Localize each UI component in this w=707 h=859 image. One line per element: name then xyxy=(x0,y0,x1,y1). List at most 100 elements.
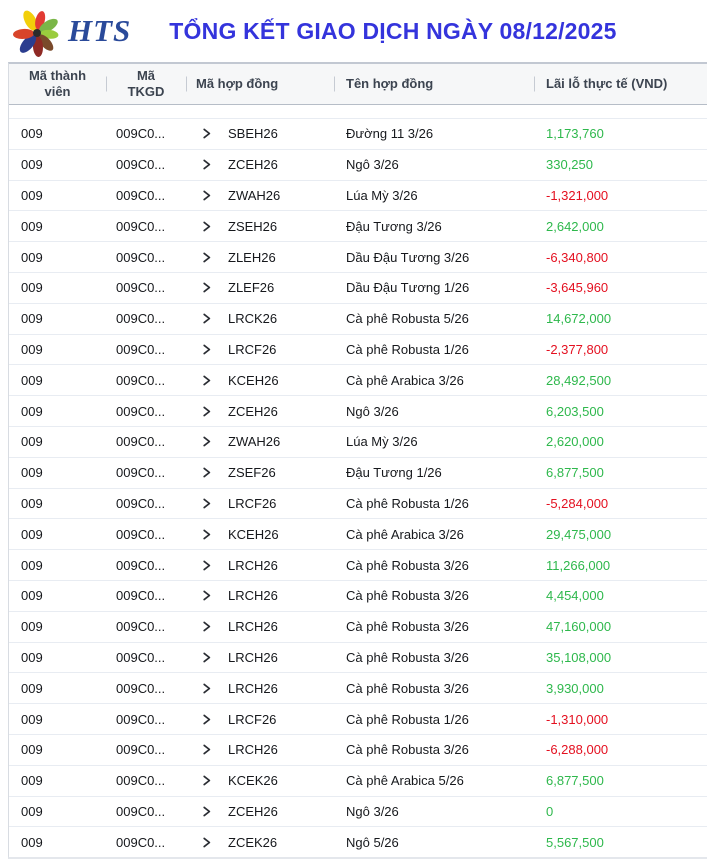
contract-code-cell: ZCEK26 xyxy=(228,834,278,850)
contract-name-cell: Cà phê Robusta 3/26 xyxy=(346,742,469,758)
contract-code-cell: ZCEH26 xyxy=(228,157,278,173)
member-cell: 009 xyxy=(21,372,43,388)
expand-chevron-icon[interactable] xyxy=(201,560,212,571)
expand-chevron-icon[interactable] xyxy=(201,775,212,786)
contract-name-cell: Cà phê Robusta 3/26 xyxy=(346,588,469,604)
contract-code-cell: KCEK26 xyxy=(228,773,278,789)
member-cell: 009 xyxy=(21,619,43,635)
account-cell: 009C0... xyxy=(116,218,166,234)
account-cell: 009C0... xyxy=(116,187,166,203)
member-cell: 009 xyxy=(21,588,43,604)
member-cell: 009 xyxy=(21,434,43,450)
expand-chevron-icon[interactable] xyxy=(201,282,212,293)
contract-name-cell: Cà phê Robusta 3/26 xyxy=(346,649,469,665)
table-row[interactable]: 009 009C0... ZWAH26 Lúa Mỳ 3/26 -1,321,0… xyxy=(9,179,707,211)
contract-name-cell: Đường 11 3/26 xyxy=(346,126,434,142)
contract-code-cell: ZSEH26 xyxy=(228,218,278,234)
table-row[interactable]: 009 009C0... SBEH26 Đường 11 3/26 1,173,… xyxy=(9,118,707,149)
table-row[interactable]: 009 009C0... LRCF26 Cà phê Robusta 1/26 … xyxy=(9,703,707,734)
table-row[interactable]: 009 009C0... LRCH26 Cà phê Robusta 3/26 … xyxy=(9,579,707,611)
expand-chevron-icon[interactable] xyxy=(201,837,212,848)
pnl-cell: 330,250 xyxy=(546,157,593,173)
table-row[interactable]: 009 009C0... LRCH26 Cà phê Robusta 3/26 … xyxy=(9,733,707,765)
expand-chevron-icon[interactable] xyxy=(201,128,212,139)
table-row[interactable]: 009 009C0... LRCF26 Cà phê Robusta 1/26 … xyxy=(9,333,707,365)
contract-name-cell: Dầu Đậu Tương 1/26 xyxy=(346,280,470,296)
expand-chevron-icon[interactable] xyxy=(201,406,212,417)
expand-chevron-icon[interactable] xyxy=(201,590,212,601)
account-cell: 009C0... xyxy=(116,403,166,419)
table-row[interactable]: 009 009C0... LRCH26 Cà phê Robusta 3/26 … xyxy=(9,610,707,642)
pnl-cell: 35,108,000 xyxy=(546,649,612,665)
table-row[interactable]: 009 009C0... ZLEH26 Dầu Đậu Tương 3/26 -… xyxy=(9,241,707,272)
expand-chevron-icon[interactable] xyxy=(201,344,212,355)
account-cell: 009C0... xyxy=(116,649,166,665)
table-row[interactable]: 009 009C0... LRCF26 Cà phê Robusta 1/26 … xyxy=(9,487,707,519)
member-cell: 009 xyxy=(21,495,43,511)
pnl-cell: 28,492,500 xyxy=(546,372,612,388)
table-row[interactable]: 009 009C0... ZSEH26 Đậu Tương 3/26 2,642… xyxy=(9,210,707,242)
account-cell: 009C0... xyxy=(116,588,166,604)
contract-code-cell: LRCF26 xyxy=(228,341,277,357)
contract-code-cell: LRCH26 xyxy=(228,588,278,604)
contract-code-cell: LRCH26 xyxy=(228,680,278,696)
table-row[interactable]: 009 009C0... LRCH26 Cà phê Robusta 3/26 … xyxy=(9,641,707,673)
table-row[interactable]: 009 009C0... ZCEH26 Ngô 3/26 330,250 xyxy=(9,148,707,180)
table-row[interactable]: 009 009C0... ZCEH26 Ngô 3/26 0 xyxy=(9,795,707,827)
expand-chevron-icon[interactable] xyxy=(201,375,212,386)
expand-chevron-icon[interactable] xyxy=(201,498,212,509)
table-row[interactable]: 009 009C0... LRCK26 Cà phê Robusta 5/26 … xyxy=(9,302,707,334)
expand-chevron-icon[interactable] xyxy=(201,190,212,201)
account-cell: 009C0... xyxy=(116,680,166,696)
table-row[interactable]: 009 009C0... LRCH26 Cà phê Robusta 3/26 … xyxy=(9,672,707,704)
expand-chevron-icon[interactable] xyxy=(201,683,212,694)
table-row[interactable]: 009 009C0... ZLEF26 Dầu Đậu Tương 1/26 -… xyxy=(9,271,707,303)
table-row[interactable]: 009 009C0... ZCEK26 Ngô 5/26 5,567,500 xyxy=(9,826,707,858)
pnl-cell: -1,321,000 xyxy=(546,187,609,203)
table-row[interactable]: 009 009C0... ZSEF26 Đậu Tương 1/26 6,877… xyxy=(9,456,707,488)
pnl-cell: -6,288,000 xyxy=(546,742,609,758)
contract-code-cell: ZCEH26 xyxy=(228,403,278,419)
brand-name: HTS xyxy=(68,13,132,48)
member-cell: 009 xyxy=(21,157,43,173)
contract-name-cell: Cà phê Arabica 3/26 xyxy=(346,372,464,388)
member-cell: 009 xyxy=(21,803,43,819)
pnl-cell: 1,173,760 xyxy=(546,126,604,142)
contract-code-cell: LRCH26 xyxy=(228,619,278,635)
expand-chevron-icon[interactable] xyxy=(201,529,212,540)
pnl-cell: -6,340,800 xyxy=(546,249,609,265)
expand-chevron-icon[interactable] xyxy=(201,714,212,725)
column-header-pnl: Lãi lỗ thực tế (VND) xyxy=(534,64,707,104)
expand-chevron-icon[interactable] xyxy=(201,652,212,663)
table-row[interactable]: 009 009C0... KCEH26 Cà phê Arabica 3/26 … xyxy=(9,518,707,550)
account-cell: 009C0... xyxy=(116,495,166,511)
expand-chevron-icon[interactable] xyxy=(201,436,212,447)
table-row[interactable]: 009 009C0... ZCEH26 Ngô 3/26 6,203,500 xyxy=(9,395,707,426)
expand-chevron-icon[interactable] xyxy=(201,313,212,324)
table-row[interactable]: 009 009C0... KCEK26 Cà phê Arabica 5/26 … xyxy=(9,764,707,796)
member-cell: 009 xyxy=(21,280,43,296)
expand-chevron-icon[interactable] xyxy=(201,806,212,817)
member-cell: 009 xyxy=(21,341,43,357)
pnl-cell: 14,672,000 xyxy=(546,311,612,327)
expand-chevron-icon[interactable] xyxy=(201,221,212,232)
table-row[interactable]: 009 009C0... KCEH26 Cà phê Arabica 3/26 … xyxy=(9,364,707,396)
contract-code-cell: ZWAH26 xyxy=(228,434,281,450)
pnl-cell: -1,310,000 xyxy=(546,711,609,727)
table-row[interactable]: 009 009C0... LRCH26 Cà phê Robusta 3/26 … xyxy=(9,549,707,580)
contract-name-cell: Cà phê Robusta 3/26 xyxy=(346,557,469,573)
contract-name-cell: Cà phê Robusta 1/26 xyxy=(346,711,469,727)
expand-chevron-icon[interactable] xyxy=(201,744,212,755)
table-row[interactable]: 009 009C0... ZWAH26 Lúa Mỳ 3/26 2,620,00… xyxy=(9,425,707,457)
pnl-cell: 0 xyxy=(546,803,554,819)
member-cell: 009 xyxy=(21,773,43,789)
account-cell: 009C0... xyxy=(116,619,166,635)
contract-code-cell: LRCH26 xyxy=(228,649,278,665)
expand-chevron-icon[interactable] xyxy=(201,252,212,263)
contract-code-cell: ZLEF26 xyxy=(228,280,275,296)
account-cell: 009C0... xyxy=(116,557,166,573)
expand-chevron-icon[interactable] xyxy=(201,159,212,170)
hts-pinwheel-logo-icon xyxy=(8,2,66,60)
expand-chevron-icon[interactable] xyxy=(201,621,212,632)
expand-chevron-icon[interactable] xyxy=(201,467,212,478)
